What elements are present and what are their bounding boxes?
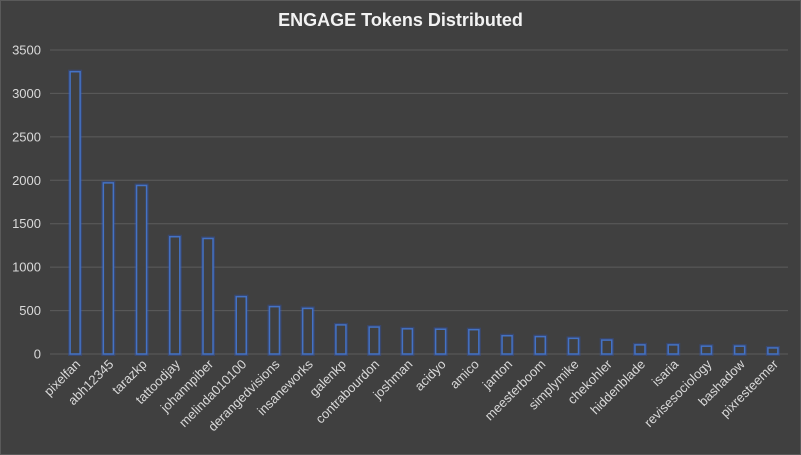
y-tick-label: 1000	[12, 260, 41, 275]
bar-bashadow	[733, 345, 746, 355]
bar-simplymike	[567, 337, 580, 355]
bar-pixresteemer	[767, 347, 779, 355]
y-tick-label: 500	[19, 303, 41, 318]
bar-johannpiber	[202, 237, 214, 355]
gridlines	[50, 49, 788, 355]
bar-insaneworks	[301, 307, 314, 355]
bar-meesterboom	[534, 335, 547, 355]
y-tick-label: 2000	[12, 173, 41, 188]
bar-tarazkp	[135, 184, 148, 355]
bar-hiddenblade	[634, 344, 646, 355]
bar-revisesociology	[700, 345, 713, 355]
x-axis-ticks: pixelfanabh12345tarazkptattoodjayjohannp…	[41, 356, 782, 434]
y-axis-ticks: 0 500 1000 1500 2000 2500 3000 3500	[12, 43, 41, 362]
y-tick-label: 3000	[12, 86, 41, 101]
y-tick-label: 1500	[12, 216, 41, 231]
y-tick-label: 0	[34, 347, 41, 362]
bar-derangedvisions	[268, 305, 281, 355]
bar-pixelfan	[69, 70, 81, 355]
bar-abh12345	[102, 182, 115, 355]
bar-joshman	[401, 328, 414, 355]
bar-galenkp	[335, 324, 347, 355]
bar-melinda010100	[235, 295, 247, 355]
bar-janton	[501, 335, 513, 355]
bar-tattoodjay	[169, 235, 181, 355]
bar-chekohler	[601, 339, 613, 355]
bar-amico	[468, 328, 480, 355]
x-tick-label: acidyo	[412, 357, 449, 394]
bars	[68, 69, 780, 357]
chart-title: ENGAGE Tokens Distributed	[278, 10, 523, 30]
bar-isaria	[667, 344, 679, 355]
y-tick-label: 2500	[12, 129, 41, 144]
x-tick-label: amico	[447, 357, 482, 392]
bar-acidyo	[434, 328, 447, 355]
bar-contrabourdon	[368, 326, 380, 355]
y-tick-label: 3500	[12, 43, 41, 58]
